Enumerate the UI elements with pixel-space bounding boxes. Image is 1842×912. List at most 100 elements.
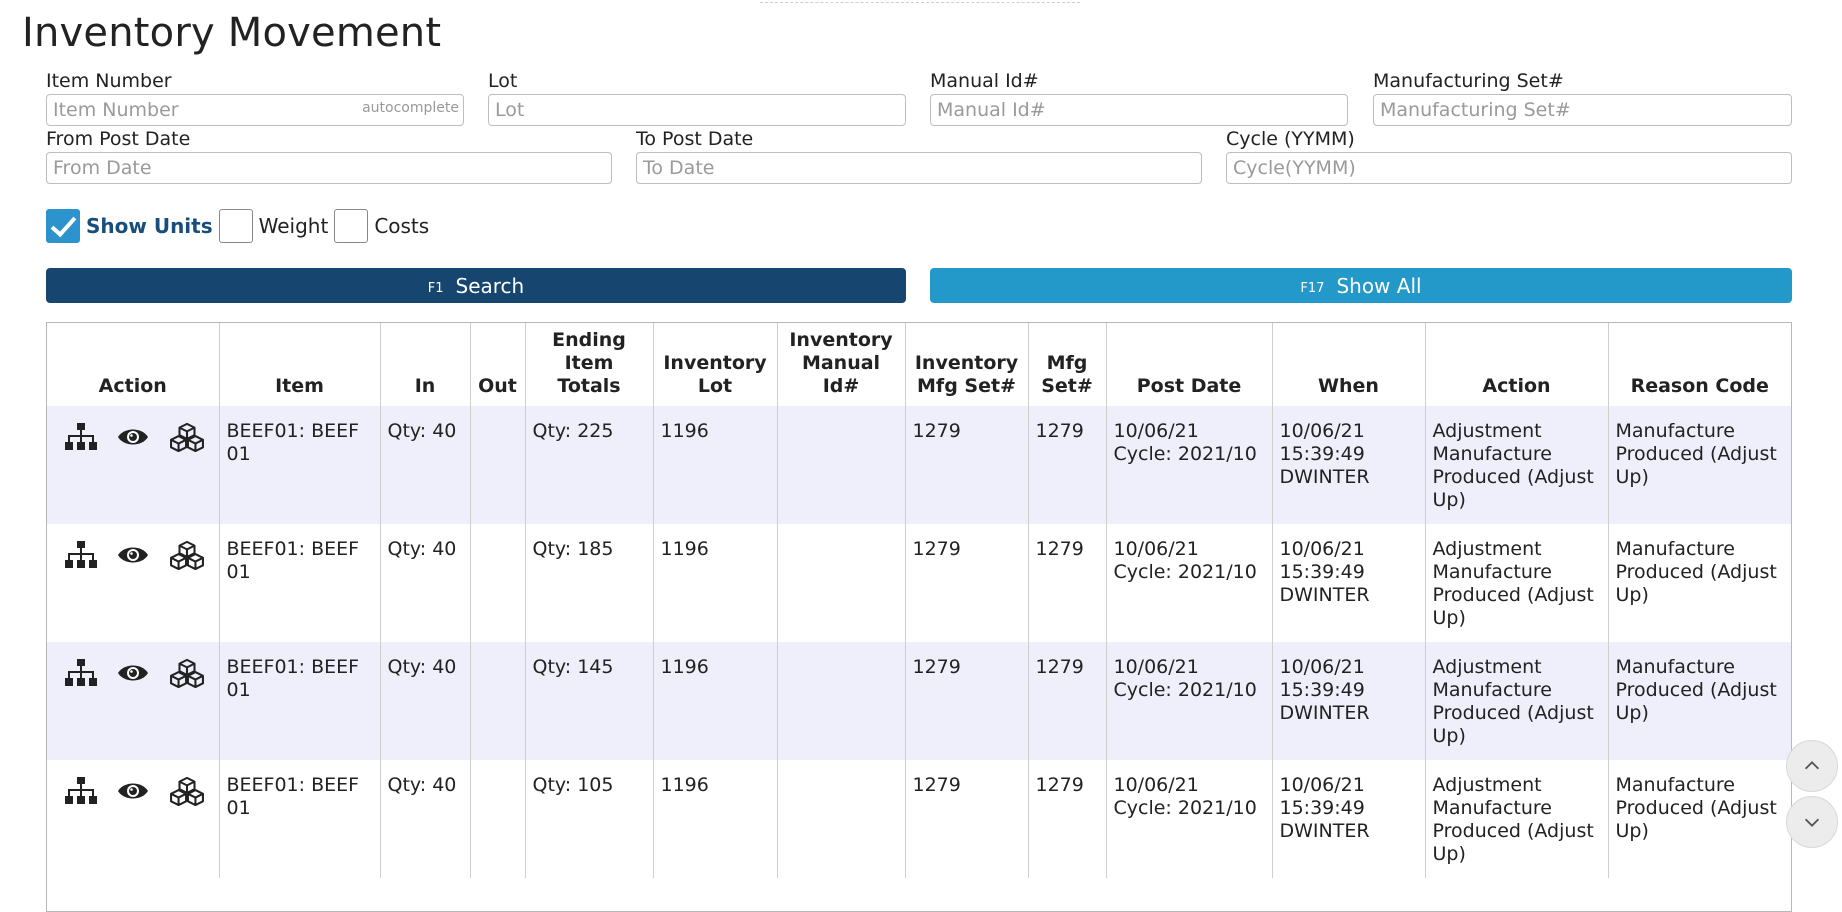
eye-icon[interactable] — [116, 422, 150, 452]
when-user: DWINTER — [1279, 584, 1370, 606]
cycle-input[interactable] — [1227, 153, 1791, 183]
inventory-lot-cell: 1196 — [652, 406, 777, 524]
out-cell — [469, 406, 525, 524]
mfg-set-cell: 1279 — [1027, 642, 1106, 760]
item-cell: BEEF01: BEEF 01 — [218, 524, 380, 642]
col-header-inventory-manual-id[interactable]: Inventory Manual Id# — [776, 323, 905, 406]
item-number-field: Item Number autocomplete — [46, 70, 464, 126]
search-button[interactable]: F1 Search — [46, 268, 906, 303]
eye-icon[interactable] — [116, 658, 150, 688]
post-date-cell: 10/06/21 Cycle: 2021/10 — [1105, 524, 1272, 642]
show-units-checkbox[interactable] — [46, 209, 80, 243]
show-all-shortcut: F17 — [1300, 280, 1325, 296]
cubes-icon[interactable] — [168, 776, 204, 807]
inventory-lot-cell: 1196 — [652, 642, 777, 760]
reason-code-cell: Manufacture Produced (Adjust Up) — [1607, 642, 1791, 760]
to-date-label: To Post Date — [636, 128, 754, 150]
show-all-button[interactable]: F17 Show All — [930, 268, 1792, 303]
when-time: 15:39:49 — [1279, 679, 1365, 701]
out-cell — [469, 642, 525, 760]
post-date-cell: 10/06/21 Cycle: 2021/10 — [1105, 760, 1272, 878]
weight-label[interactable]: Weight — [258, 214, 329, 238]
hierarchy-icon[interactable] — [64, 422, 98, 452]
inventory-manual-id-cell — [776, 642, 905, 760]
when-user: DWINTER — [1279, 702, 1370, 724]
col-header-inventory-mfg-set[interactable]: Inventory Mfg Set# — [904, 323, 1028, 406]
hierarchy-icon[interactable] — [64, 776, 98, 806]
display-options: Show Units Weight Costs — [46, 208, 435, 244]
item-cell: BEEF01: BEEF 01 — [218, 760, 380, 878]
lot-field: Lot — [488, 70, 906, 126]
action-type-cell: Adjustment Manufacture Produced (Adjust … — [1424, 406, 1608, 524]
post-date-cell: 10/06/21 Cycle: 2021/10 — [1105, 642, 1272, 760]
item-cell: BEEF01: BEEF 01 — [218, 406, 380, 524]
row-actions-cell — [47, 642, 219, 760]
cycle-value: Cycle: 2021/10 — [1113, 443, 1257, 465]
movement-table: Action Item In Out Ending Item Totals In… — [46, 322, 1792, 912]
costs-label[interactable]: Costs — [374, 214, 430, 238]
inventory-mfg-set-cell: 1279 — [904, 642, 1028, 760]
table-row: BEEF01: BEEF 01 Qty: 40 Qty: 105 1196 1279 12… — [47, 760, 1791, 878]
eye-icon[interactable] — [116, 540, 150, 570]
cubes-icon[interactable] — [168, 540, 204, 571]
col-header-ending-totals[interactable]: Ending Item Totals — [524, 323, 653, 406]
scroll-down-button[interactable] — [1786, 796, 1838, 848]
in-cell: Qty: 40 — [379, 406, 470, 524]
mfg-set-field: Manufacturing Set# — [1373, 70, 1792, 126]
post-date: 10/06/21 — [1113, 420, 1199, 442]
cubes-icon[interactable] — [168, 422, 204, 453]
search-label: Search — [455, 273, 525, 298]
inventory-manual-id-cell — [776, 524, 905, 642]
hierarchy-icon[interactable] — [64, 540, 98, 570]
eye-icon[interactable] — [116, 776, 150, 806]
search-shortcut: F1 — [427, 280, 444, 296]
lot-input[interactable] — [489, 95, 905, 125]
hierarchy-icon[interactable] — [64, 658, 98, 688]
cubes-icon[interactable] — [168, 658, 204, 689]
when-time: 15:39:49 — [1279, 443, 1365, 465]
action-type-cell: Adjustment Manufacture Produced (Adjust … — [1424, 524, 1608, 642]
out-cell — [469, 760, 525, 878]
mfg-set-input[interactable] — [1374, 95, 1791, 125]
when-time: 15:39:49 — [1279, 797, 1365, 819]
when-user: DWINTER — [1279, 820, 1370, 842]
cycle-value: Cycle: 2021/10 — [1113, 561, 1257, 583]
from-date-label: From Post Date — [46, 128, 191, 150]
to-date-input[interactable] — [637, 153, 1201, 183]
col-header-action[interactable]: Action — [98, 375, 167, 397]
col-header-reason-code[interactable]: Reason Code — [1607, 323, 1791, 406]
item-number-label: Item Number — [46, 70, 172, 92]
col-header-mfg-set[interactable]: Mfg Set# — [1027, 323, 1106, 406]
chevron-up-icon — [1804, 761, 1820, 770]
col-header-post-date[interactable]: Post Date — [1105, 323, 1272, 406]
from-date-input[interactable] — [47, 153, 611, 183]
weight-checkbox[interactable] — [218, 209, 253, 243]
in-cell: Qty: 40 — [379, 642, 470, 760]
cycle-label: Cycle (YYMM) — [1226, 128, 1355, 150]
table-row: BEEF01: BEEF 01 Qty: 40 Qty: 145 1196 1279 12… — [47, 642, 1791, 760]
show-units-label[interactable]: Show Units — [86, 214, 213, 238]
manual-id-label: Manual Id# — [930, 70, 1039, 92]
when-cell: 10/06/21 15:39:49 DWINTER — [1271, 524, 1425, 642]
col-header-out[interactable]: Out — [469, 323, 525, 406]
cycle-field: Cycle (YYMM) — [1226, 128, 1792, 184]
mfg-set-cell: 1279 — [1027, 406, 1106, 524]
when-cell: 10/06/21 15:39:49 DWINTER — [1271, 760, 1425, 878]
table-row: BEEF01: BEEF 01 Qty: 40 Qty: 185 1196 1279 12… — [47, 524, 1791, 642]
col-header-when[interactable]: When — [1271, 323, 1425, 406]
ending-totals-cell: Qty: 105 — [524, 760, 653, 878]
from-date-field: From Post Date — [46, 128, 612, 184]
col-header-action-type[interactable]: Action — [1424, 323, 1608, 406]
item-number-input[interactable] — [47, 95, 463, 125]
costs-checkbox[interactable] — [334, 209, 369, 243]
col-header-inventory-lot[interactable]: Inventory Lot — [652, 323, 777, 406]
manual-id-input[interactable] — [931, 95, 1347, 125]
reason-code-cell: Manufacture Produced (Adjust Up) — [1607, 524, 1791, 642]
scroll-up-button[interactable] — [1786, 740, 1838, 792]
col-header-item[interactable]: Item — [218, 323, 380, 406]
col-header-in[interactable]: In — [379, 323, 470, 406]
when-date: 10/06/21 — [1279, 538, 1365, 560]
inventory-lot-cell: 1196 — [652, 760, 777, 878]
item-cell: BEEF01: BEEF 01 — [218, 642, 380, 760]
post-date-cell: 10/06/21 Cycle: 2021/10 — [1105, 406, 1272, 524]
